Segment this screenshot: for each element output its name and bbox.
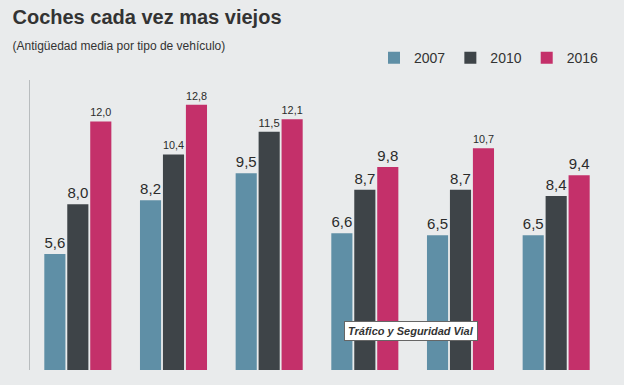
svg-text:Tráfico y Seguridad Vial: Tráfico y Seguridad Vial [348, 325, 474, 337]
svg-text:12,1: 12,1 [282, 104, 303, 116]
svg-text:6,5: 6,5 [523, 215, 544, 232]
svg-text:2016: 2016 [567, 50, 598, 66]
svg-text:11,5: 11,5 [259, 117, 280, 129]
svg-text:2010: 2010 [490, 50, 521, 66]
svg-text:8,7: 8,7 [450, 170, 471, 187]
svg-text:12,8: 12,8 [186, 90, 207, 102]
svg-text:5,6: 5,6 [44, 234, 65, 251]
svg-text:8,4: 8,4 [546, 176, 567, 193]
svg-text:9,4: 9,4 [569, 155, 590, 172]
svg-text:8,7: 8,7 [354, 170, 375, 187]
svg-text:10,4: 10,4 [163, 139, 184, 151]
svg-text:6,5: 6,5 [427, 215, 448, 232]
svg-text:9,5: 9,5 [236, 153, 257, 170]
svg-text:8,0: 8,0 [67, 184, 88, 201]
svg-text:2007: 2007 [414, 50, 445, 66]
svg-text:12,0: 12,0 [90, 106, 111, 118]
svg-text:8,2: 8,2 [140, 180, 161, 197]
svg-text:Coches cada vez mas viejos(Ant: Coches cada vez mas viejos(Antigüedad me… [12, 6, 281, 53]
svg-text:6,6: 6,6 [331, 213, 352, 230]
svg-text:10,7: 10,7 [473, 133, 494, 145]
svg-text:9,8: 9,8 [377, 147, 398, 164]
